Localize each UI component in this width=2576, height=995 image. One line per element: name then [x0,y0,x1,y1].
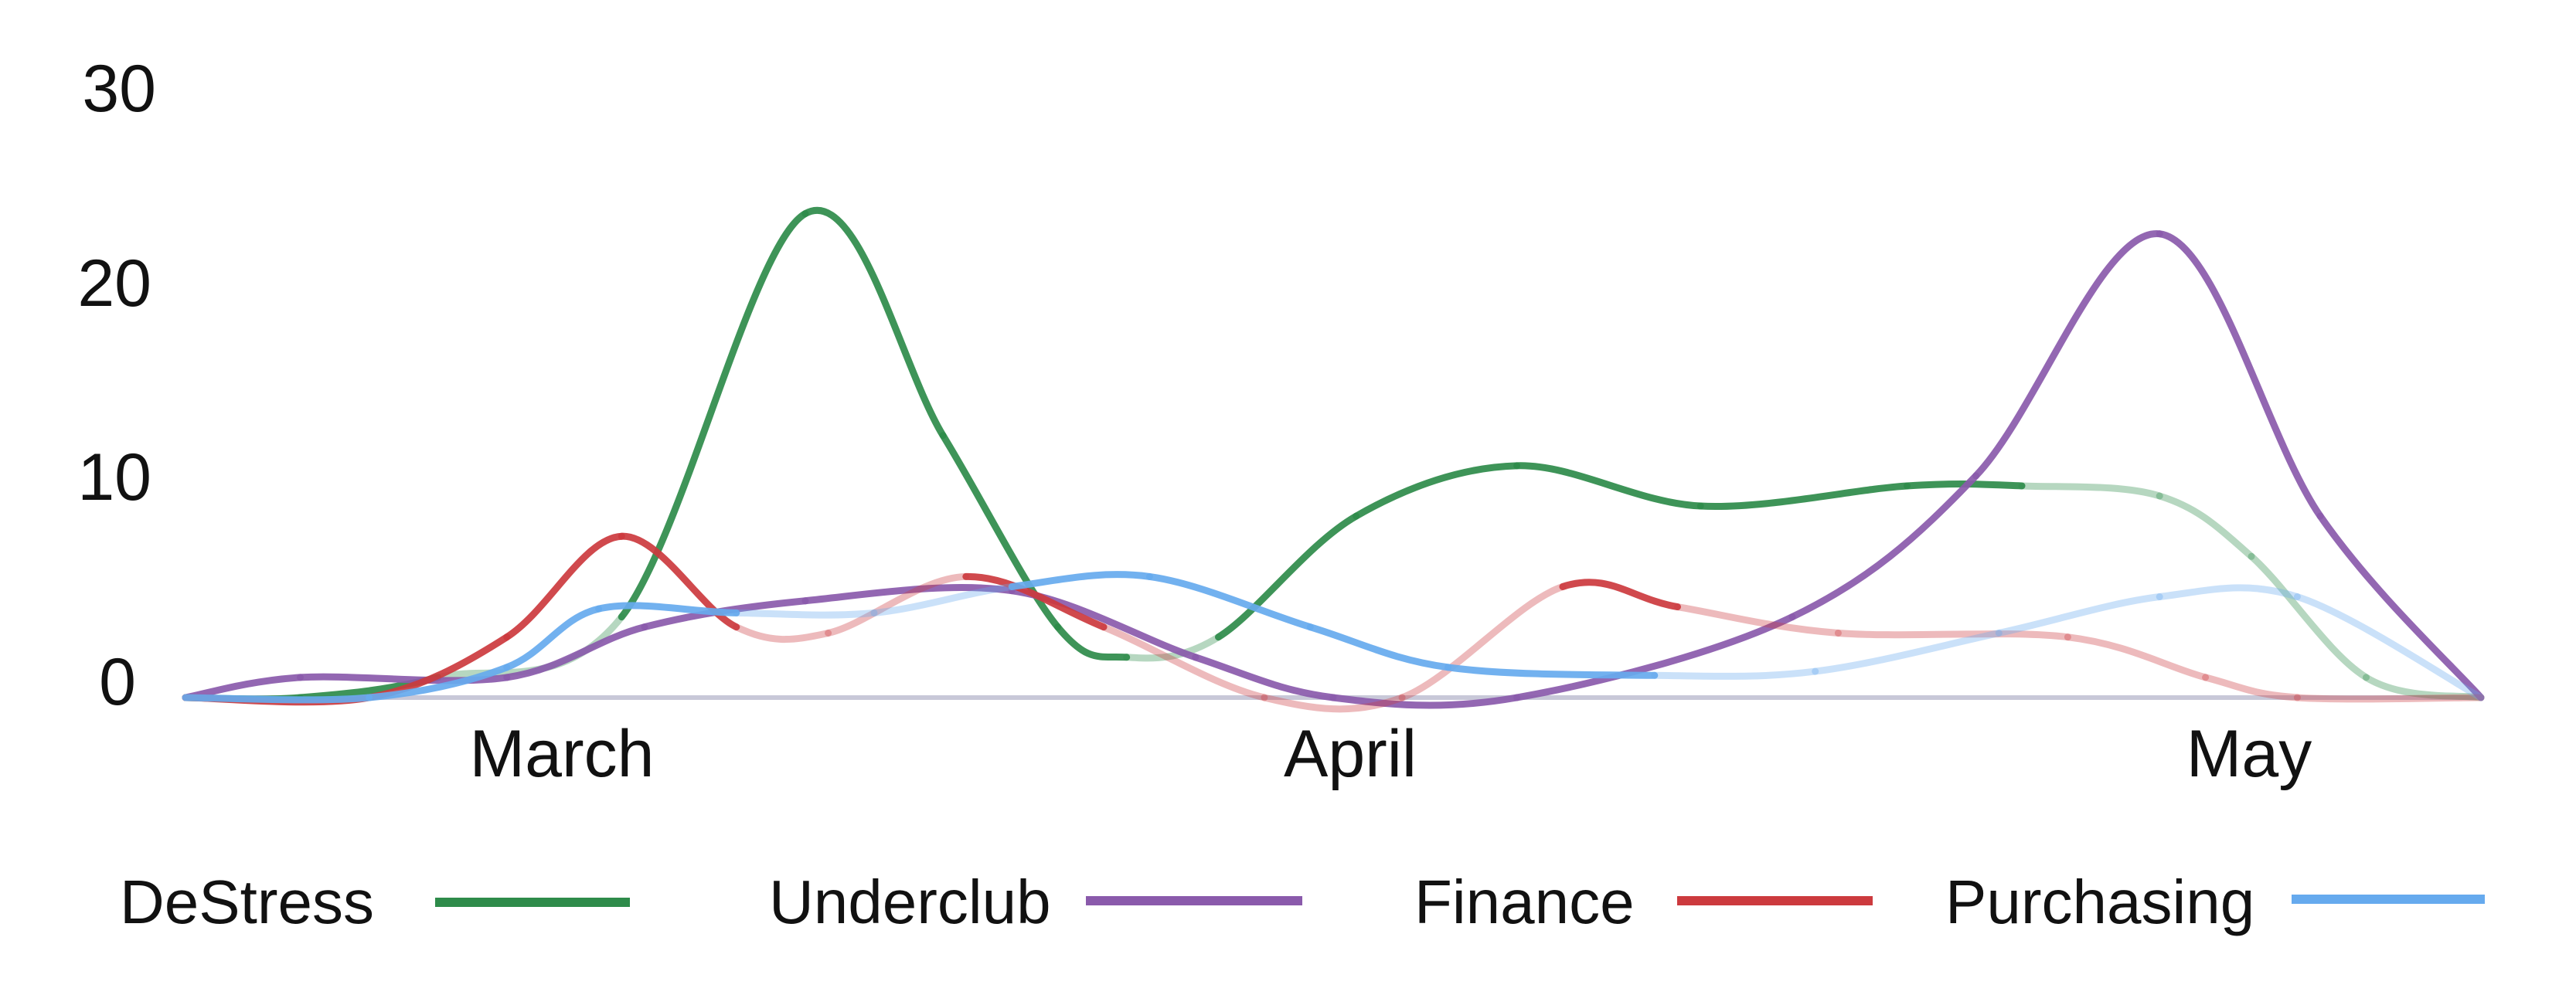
series-segment-purchasing [595,602,740,616]
series-segment-purchasing [503,605,603,671]
series-purchasing [182,571,2485,704]
series-segment-underclub [1192,654,1337,701]
series-segment-purchasing [2156,584,2301,600]
series-segment-underclub [1329,694,1521,709]
series-segment-finance [503,532,625,641]
series-segment-finance [2293,694,2485,703]
series-segment-destress [1353,462,1521,520]
x-tick-label: March [470,717,655,791]
series-segment-finance [618,532,740,631]
series-segment-purchasing [870,582,1016,616]
series-finance [182,532,2485,713]
legend: DeStress Underclub Finance Purchasing [120,868,2485,936]
series-segment-finance [1398,582,1567,701]
series-segment-destress [2018,482,2163,500]
series-segment-purchasing [1145,572,1314,631]
series-segment-finance [1674,603,1842,637]
series-segment-underclub [1788,472,1980,621]
series-segment-destress [2248,552,2370,681]
legend-label-destress: DeStress [120,868,374,936]
y-tick-label: 30 [82,52,156,126]
series-segment-purchasing [1651,667,1819,680]
series-segment-finance [2202,674,2301,701]
series-segment-purchasing [182,694,373,704]
series-segment-finance [1261,694,1406,713]
series-segment-purchasing [366,664,511,701]
series-segment-purchasing [733,609,878,619]
series-segment-finance [1100,623,1268,701]
series-destress [182,207,2485,703]
series-segment-destress [1123,633,1222,662]
x-tick-label: May [2186,717,2312,791]
y-axis-ticks: 0 10 20 30 [77,52,156,719]
series-segment-finance [1559,579,1681,611]
series-segment-finance [825,572,970,637]
series-segment-underclub [1972,230,2163,480]
series-segment-destress [1513,462,1704,510]
x-axis-ticks: March April May [470,717,2312,791]
series-segment-destress [939,432,1062,631]
series-segment-finance [962,572,1108,631]
series-segment-underclub [297,673,511,684]
legend-label-underclub: Underclub [769,868,1051,936]
series-lines [182,207,2485,713]
series-segment-underclub [801,583,1016,605]
series-segment-underclub [1513,613,1796,701]
series-segment-purchasing [1008,571,1153,590]
series-segment-destress [801,207,947,440]
series-segment-purchasing [1306,623,1451,671]
series-segment-destress [1054,623,1131,661]
series-segment-destress [2156,492,2255,560]
series-segment-destress [618,210,809,621]
series-segment-underclub [2316,512,2485,701]
series-segment-destress [2363,674,2485,701]
series-segment-finance [733,623,832,644]
series-segment-finance [2064,633,2210,681]
series-segment-underclub [2156,230,2324,520]
legend-label-finance: Finance [1414,868,1635,936]
y-tick-label: 0 [99,645,136,719]
series-segment-destress [1215,512,1360,641]
series-segment-purchasing [2293,593,2485,701]
legend-label-purchasing: Purchasing [1945,868,2254,936]
series-segment-finance [1834,629,2071,641]
y-tick-label: 20 [77,246,151,321]
y-tick-label: 10 [77,440,151,514]
x-tick-label: April [1284,717,1417,791]
series-segment-purchasing [1445,664,1659,679]
series-segment-purchasing [1812,629,2003,675]
series-segment-underclub [503,623,648,681]
series-segment-destress [1696,482,1911,511]
series-segment-purchasing [1995,593,2163,637]
